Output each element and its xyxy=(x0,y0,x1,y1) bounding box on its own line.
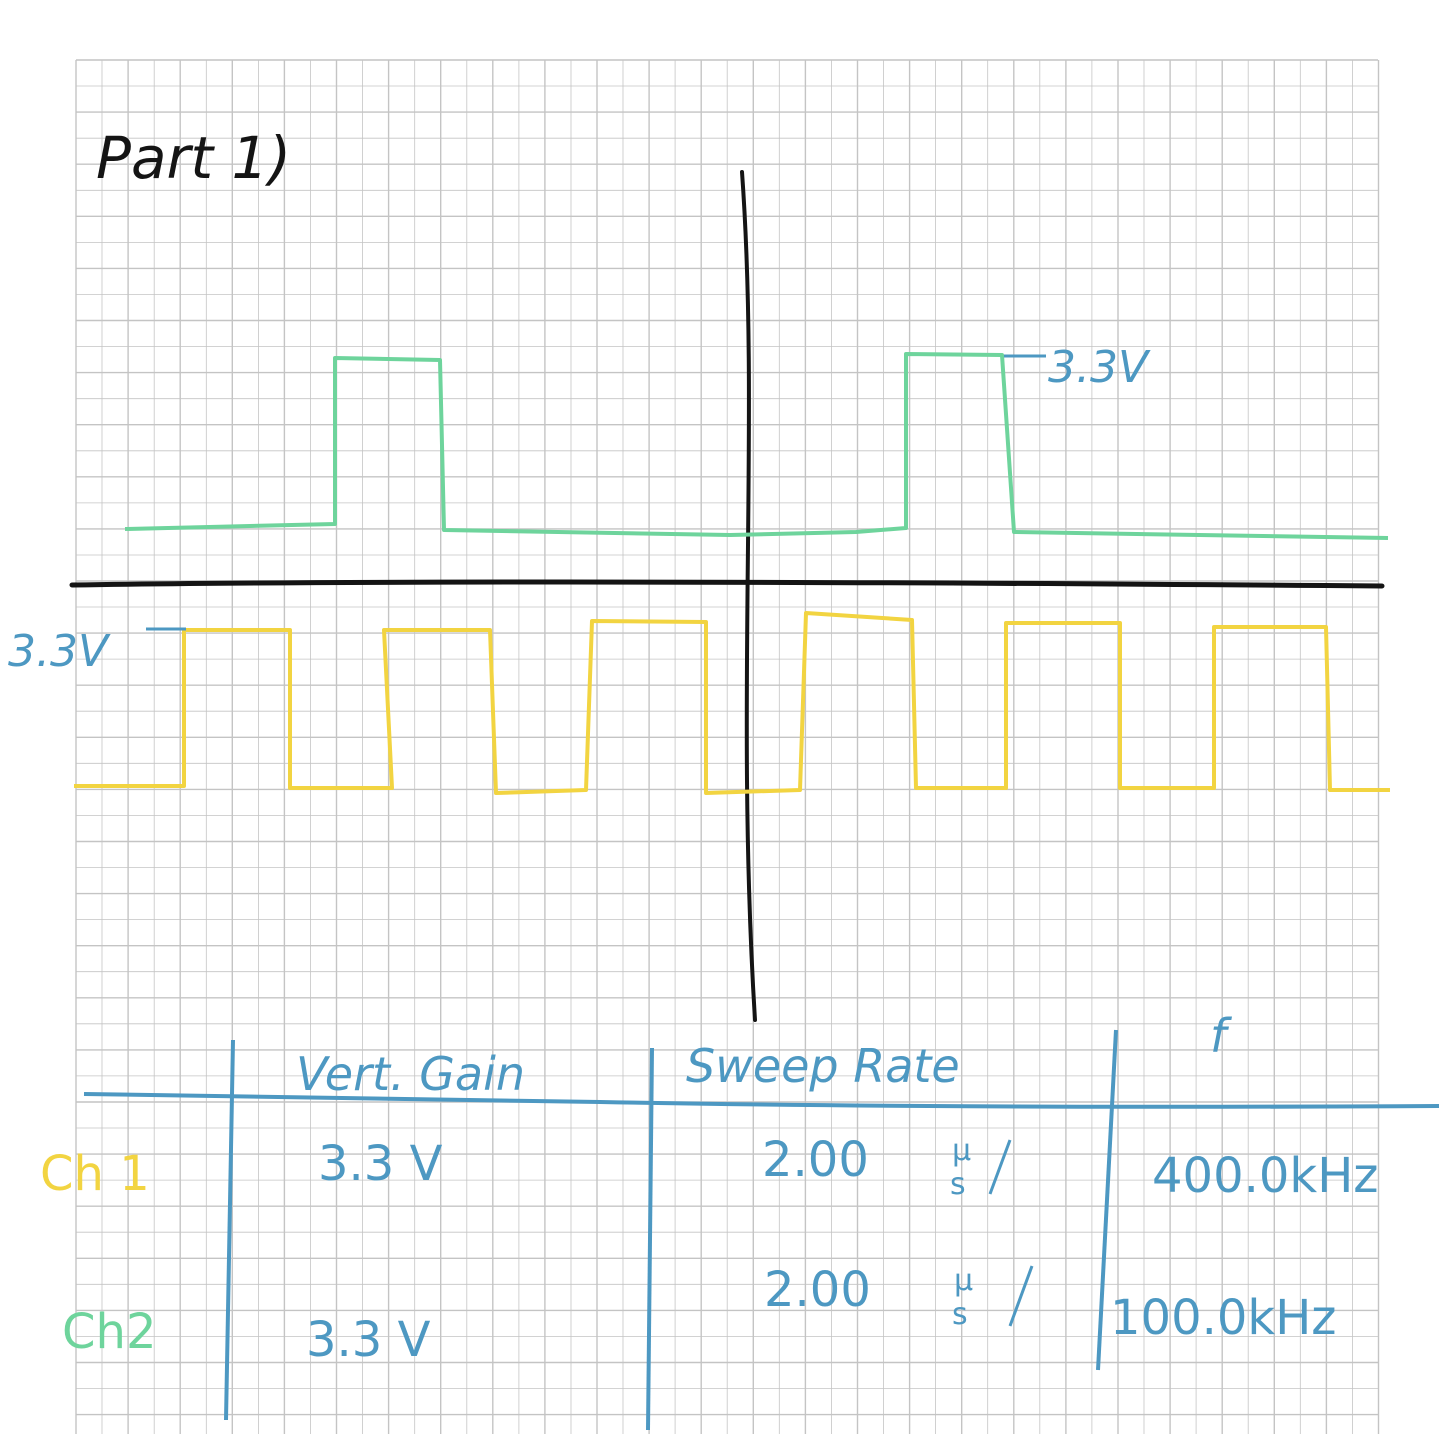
header-sweep-rate: Sweep Rate xyxy=(686,1039,960,1093)
table-divider-1 xyxy=(224,1039,235,1421)
header-vert-gain: Vert. Gain xyxy=(296,1047,525,1101)
ch1-sweep-value: 2.00 xyxy=(762,1132,869,1188)
row-label-ch2: Ch2 xyxy=(62,1304,156,1360)
vertical-axis xyxy=(740,170,757,1022)
ch1-level-label: 3.3V xyxy=(8,626,111,677)
ch2-vert-gain: 3.3 V xyxy=(306,1312,431,1368)
ch1-waveform xyxy=(74,611,1390,795)
ch1-vert-gain: 3.3 V xyxy=(318,1136,443,1192)
table-header-rule xyxy=(83,1092,1439,1109)
page-title: Part 1) xyxy=(96,124,291,192)
ch1-sweep-unit-bottom: s xyxy=(950,1167,966,1202)
ch1-sweep-unit-slash xyxy=(988,1139,1012,1195)
ch1-frequency: 400.0kHz xyxy=(1152,1148,1379,1204)
row-label-ch1: Ch 1 xyxy=(40,1146,150,1202)
ch2-sweep-unit-bottom: s xyxy=(952,1297,968,1332)
ch1-sweep-unit-top: µ xyxy=(952,1133,971,1168)
ch2-sweep-unit-top: µ xyxy=(954,1263,973,1298)
ch2-waveform xyxy=(124,352,1389,540)
table-divider-3 xyxy=(1096,1029,1118,1371)
horizontal-axis xyxy=(69,579,1385,589)
table-divider-2 xyxy=(646,1047,654,1431)
ch2-level-label: 3.3V xyxy=(1048,342,1151,393)
ch2-sweep-unit-slash xyxy=(1008,1265,1034,1327)
ch2-sweep-value: 2.00 xyxy=(764,1262,871,1318)
ch2-frequency: 100.0kHz xyxy=(1110,1290,1337,1346)
